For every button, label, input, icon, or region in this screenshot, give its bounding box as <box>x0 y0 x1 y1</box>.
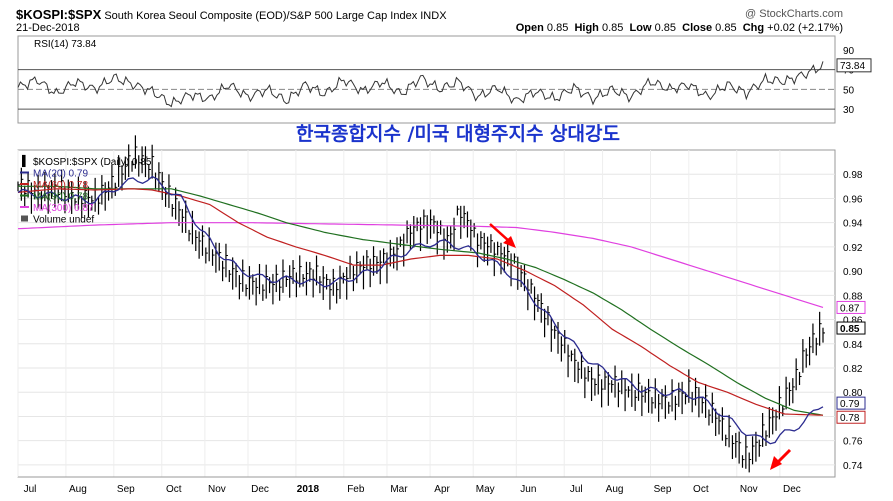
value-badge-group: 0.78 <box>836 410 866 424</box>
y-tick-label: 0.90 <box>843 267 863 278</box>
legend-label-ma20: MA(20) 0.79 <box>33 169 88 180</box>
y-tick-label: 0.92 <box>843 243 863 254</box>
arrow-head-bottom <box>770 456 782 470</box>
legend-volume-swatch <box>21 215 28 222</box>
x-tick-label: Aug <box>606 484 624 495</box>
value-badge-box <box>836 321 866 335</box>
main-frame <box>17 149 836 478</box>
y-tick-label: 0.96 <box>843 194 863 205</box>
low-label: Low <box>629 22 652 34</box>
legend-label-volume: Volume undef <box>33 215 94 226</box>
x-tick-label: Nov <box>740 484 758 495</box>
y-tick-label: 0.80 <box>843 388 863 399</box>
legend-label-ma300: MA(300) 0.87 <box>33 203 94 214</box>
low-value: 0.85 <box>654 22 676 34</box>
rsi-tick-label: 50 <box>843 85 855 96</box>
x-tick-label: Feb <box>347 484 365 495</box>
x-tick-label: Sep <box>654 484 672 495</box>
y-tick-label: 0.86 <box>843 316 863 327</box>
high-value: 0.85 <box>601 22 624 34</box>
value-badge: 0.78 <box>840 413 860 424</box>
value-badge: 0.87 <box>840 303 860 314</box>
ma20-line <box>17 175 824 445</box>
x-axis: Jul Aug Sep Oct Nov Dec 2018 Feb Mar Apr May Jun Jul… <box>18 476 835 495</box>
ohlc-readout: Open 0.85 High 0.85 Low 0.85 Close 0.85 … <box>516 22 843 34</box>
arrow-head-top <box>503 236 516 248</box>
chg-label: Chg <box>742 22 765 34</box>
copyright: @ StockCharts.com <box>745 8 843 20</box>
high-label: High <box>574 22 599 34</box>
price-panel: 0.98 0.96 0.94 0.92 0.90 0.88 0.86 0.84 0.82 0.80… <box>17 135 866 478</box>
x-tick-label: May <box>476 484 495 495</box>
arrow-shaft-top <box>489 223 511 243</box>
value-badge-group: 0.85 <box>836 321 866 335</box>
ma60-line <box>17 188 824 416</box>
arrow-annotations <box>489 223 792 470</box>
ma300-line <box>17 222 824 308</box>
rsi-tick-label: 90 <box>843 46 855 57</box>
x-tick-label: Jun <box>520 484 536 495</box>
chg-value: +0.02 (+2.17%) <box>767 22 843 34</box>
x-tick-label: Aug <box>69 484 87 495</box>
value-badge-box <box>836 300 866 314</box>
rsi-value-badge: 73.84 <box>840 61 865 72</box>
open-label: Open <box>515 22 544 34</box>
ma90-line <box>18 185 824 416</box>
x-tick-label: Jul <box>24 484 37 495</box>
y-tick-label: 0.84 <box>843 340 863 351</box>
x-tick-label: Dec <box>251 484 269 495</box>
legend-label-price: $KOSPI:$SPX (Daily) 0.85 <box>33 157 152 168</box>
rsi-label: RSI(14) 73.84 <box>34 39 97 50</box>
rsi-value-badge-group: 73.84 <box>836 58 872 73</box>
value-badge: 0.79 <box>840 399 860 410</box>
rsi-tick-label: 30 <box>843 105 855 116</box>
close-value: 0.85 <box>715 22 737 34</box>
x-tick-label: Oct <box>166 484 182 495</box>
x-tick-label: Jul <box>570 484 583 495</box>
symbol: $KOSPI:$SPX <box>16 7 102 22</box>
rsi-badge-box <box>836 58 872 73</box>
y-tick-label: 0.88 <box>843 291 863 302</box>
close-label: Close <box>682 22 713 34</box>
annotation-title: 한국종합지수 /미국 대형주지수 상대강도 <box>296 123 620 145</box>
x-tick-label: Nov <box>208 484 226 495</box>
value-badge: 0.85 <box>840 324 860 335</box>
rsi-panel: 9070503073.84 <box>17 35 872 124</box>
y-tick-label: 0.76 <box>843 437 863 448</box>
open-value: 0.85 <box>546 22 569 34</box>
legend-label-ma60: MA(60) 0.78 <box>33 180 88 191</box>
rsi-line <box>17 61 824 108</box>
chart-date: 21-Dec-2018 <box>16 22 80 34</box>
symbol-description: South Korea Seoul Composite (EOD)/S&P 50… <box>104 10 447 22</box>
y-tick-label: 0.74 <box>843 461 863 472</box>
value-badge-group: 0.79 <box>836 396 866 410</box>
chart-header: $KOSPI:$SPX South Korea Seoul Composite … <box>16 7 447 22</box>
x-tick-label: Apr <box>434 484 450 495</box>
value-badge-box <box>836 410 866 424</box>
legend-price-icon: ▌ <box>22 154 29 168</box>
y-tick-label: 0.98 <box>843 170 863 181</box>
y-tick-label: 0.94 <box>843 219 863 230</box>
x-tick-label: Oct <box>693 484 709 495</box>
value-badge-group: 0.87 <box>836 300 866 314</box>
x-tick-label: Mar <box>390 484 408 495</box>
x-tick-label: Dec <box>783 484 801 495</box>
value-badge-box <box>836 396 866 410</box>
y-tick-label: 0.82 <box>843 364 863 375</box>
x-tick-label: 2018 <box>297 484 320 495</box>
rsi-frame <box>17 35 836 124</box>
legend-label-ma90: MA(90) 0.78 <box>33 192 88 203</box>
x-tick-label: Sep <box>117 484 135 495</box>
